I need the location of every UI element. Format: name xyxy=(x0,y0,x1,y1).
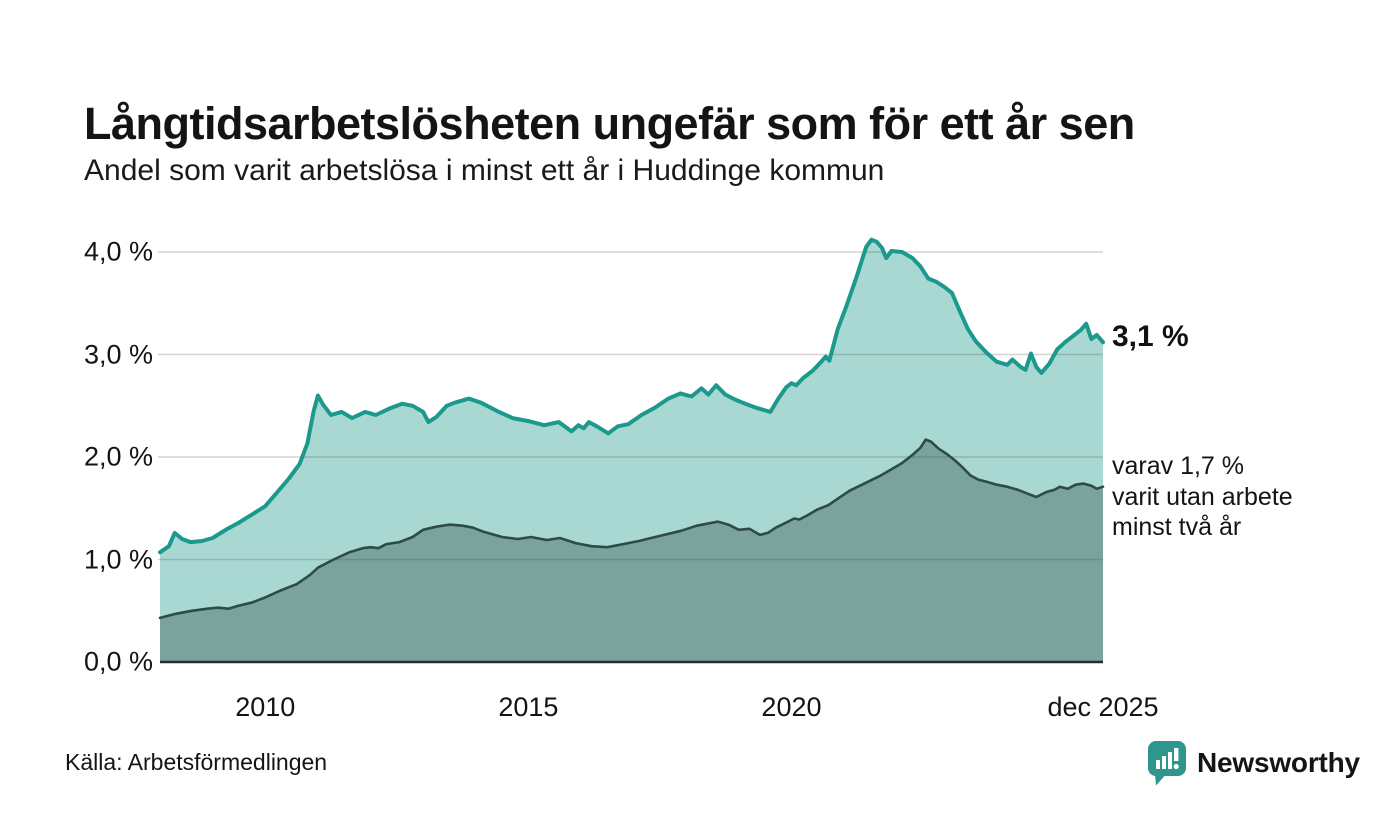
source-attribution: Källa: Arbetsförmedlingen xyxy=(65,749,328,775)
annotation-line: varav 1,7 % xyxy=(1112,452,1245,480)
x-tick-label: 2010 xyxy=(235,692,296,722)
x-axis-labels: 2010 2015 2020 dec 2025 xyxy=(235,692,1159,722)
series-line xyxy=(158,438,1105,620)
x-tick-label: 2015 xyxy=(498,692,559,722)
x-tick-label: 2020 xyxy=(761,692,822,722)
annotation-line: varit utan arbete xyxy=(1112,482,1293,511)
newsworthy-branding: Newsworthy xyxy=(1147,740,1360,786)
y-axis-labels: 0,0 % 1,0 % 2,0 % 3,0 % 4,0 % xyxy=(0,0,153,700)
page-title: Långtidsarbetslösheten ungefär som för e… xyxy=(84,98,1135,150)
y-tick-label: 4,0 % xyxy=(83,236,153,267)
newsworthy-wordmark: Newsworthy xyxy=(1197,747,1360,778)
series2-end-annotation: varav 1,7 % varit utan arbete minst två … xyxy=(1112,451,1293,543)
x-tick-label: dec 2025 xyxy=(1047,692,1159,722)
y-tick-label: 1,0 % xyxy=(83,544,153,574)
y-tick-label: 3,0 % xyxy=(83,339,153,369)
series1-end-value-label: 3,1 % xyxy=(1112,320,1189,353)
newsworthy-logo-icon xyxy=(1147,741,1186,786)
series-line xyxy=(158,237,1105,555)
y-tick-label: 0,0 % xyxy=(83,646,153,677)
page-subtitle: Andel som varit arbetslösa i minst ett å… xyxy=(84,154,885,187)
y-tick-label: 2,0 % xyxy=(83,441,153,472)
series-area xyxy=(160,439,1103,662)
annotation-line: minst två år xyxy=(1112,513,1242,541)
